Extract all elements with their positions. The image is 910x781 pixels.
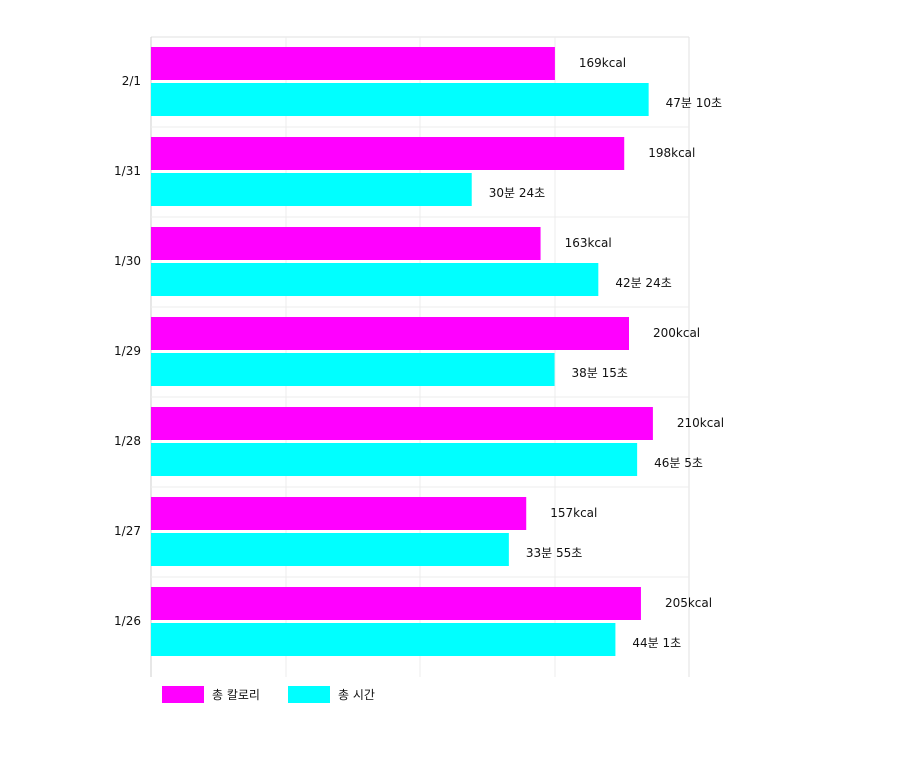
bar-time (151, 443, 638, 476)
legend-item-calories: 총 칼로리 (162, 686, 260, 703)
legend-swatch-calories (162, 686, 204, 703)
data-labels: 169kcal 47분 10초 198kcal 30분 24초 163kcal 42분 2… (489, 56, 724, 650)
data-label-calories: 163kcal (565, 236, 612, 250)
data-label-calories: 169kcal (579, 56, 626, 70)
category-label: 1/30 (114, 254, 141, 268)
legend-label-calories: 총 칼로리 (212, 688, 260, 702)
bar-time (151, 623, 616, 656)
legend: 총 칼로리 총 시간 (162, 686, 403, 703)
bar-time (151, 263, 599, 296)
data-label-time: 38분 15초 (572, 366, 628, 380)
bar-time (151, 353, 555, 386)
category-label: 2/1 (122, 74, 141, 88)
data-label-calories: 157kcal (550, 506, 597, 520)
bar-calories (151, 47, 555, 80)
bar-calories (151, 497, 527, 530)
bar-calories (151, 317, 629, 350)
bar-time (151, 533, 509, 566)
data-label-time: 46분 5초 (654, 456, 703, 470)
data-label-calories: 198kcal (648, 146, 695, 160)
bar-calories (151, 407, 653, 440)
bar-time (151, 83, 649, 116)
data-label-time: 33분 55초 (526, 546, 582, 560)
category-label: 1/26 (114, 614, 141, 628)
category-label: 1/29 (114, 344, 141, 358)
data-label-time: 47분 10초 (666, 96, 722, 110)
data-label-time: 42분 24초 (615, 276, 671, 290)
category-label: 1/27 (114, 524, 141, 538)
bars (151, 47, 653, 656)
bar-calories (151, 227, 541, 260)
bar-calories (151, 587, 641, 620)
data-label-calories: 200kcal (653, 326, 700, 340)
category-label: 1/28 (114, 434, 141, 448)
data-label-calories: 205kcal (665, 596, 712, 610)
legend-item-time: 총 시간 (287, 686, 375, 703)
data-label-calories: 210kcal (677, 416, 724, 430)
data-label-time: 30분 24초 (489, 186, 545, 200)
legend-label-time: 총 시간 (337, 688, 375, 702)
bar-calories (151, 137, 625, 170)
bar-time (151, 173, 472, 206)
category-labels: 2/1 1/31 1/30 1/29 1/28 1/27 1/26 (114, 74, 141, 628)
legend-swatch-time (287, 686, 330, 703)
data-label-time: 44분 1초 (632, 636, 681, 650)
category-label: 1/31 (114, 164, 141, 178)
